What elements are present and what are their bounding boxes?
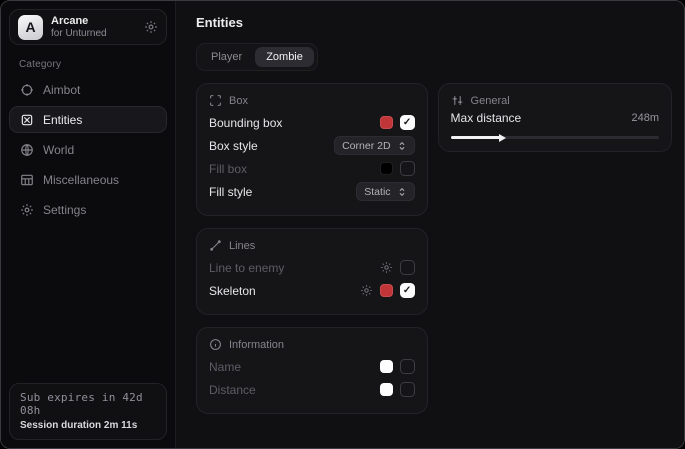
distance-checkbox[interactable] (399, 382, 415, 397)
name-checkbox[interactable] (399, 359, 415, 374)
gear-icon (20, 203, 34, 217)
sliders-icon (451, 94, 464, 107)
bounding-box-checkbox[interactable] (399, 115, 415, 130)
card-title: Lines (229, 239, 256, 252)
grid-icon (20, 173, 34, 187)
setting-row-line-to-enemy: Line to enemy (209, 256, 415, 279)
color-swatch[interactable] (379, 116, 393, 129)
sidebar-item-label: World (43, 142, 75, 157)
sidebar-item-world[interactable]: World (9, 136, 167, 163)
card-title: General (470, 94, 510, 107)
entities-icon (20, 113, 34, 127)
setting-row-fill-box: Fill box (209, 157, 415, 180)
setting-row-bounding-box: Bounding box (209, 111, 415, 134)
crosshair-icon (20, 83, 34, 97)
tab-player[interactable]: Player (200, 47, 253, 67)
gear-icon[interactable] (360, 284, 373, 297)
setting-row-fill-style: Fill style Static (209, 180, 415, 203)
setting-row-skeleton: Skeleton (209, 279, 415, 302)
globe-icon (20, 143, 34, 157)
app-logo: A (18, 14, 43, 40)
lines-card: Lines Line to enemy Skeleton (196, 228, 428, 315)
account-gear-button[interactable] (144, 20, 158, 34)
sidebar: A Arcane for Unturned Category Aimbot (1, 1, 176, 448)
setting-row-name: Name (209, 355, 415, 378)
max-distance-label: Max distance (450, 111, 522, 125)
gear-icon (144, 20, 158, 34)
setting-row-box-style: Box style Corner 2D (209, 134, 415, 157)
fill-style-select[interactable]: Static (356, 182, 415, 201)
box-card: Box Bounding box Box style Cor (196, 83, 428, 216)
sidebar-item-miscellaneous[interactable]: Miscellaneous (9, 166, 167, 193)
max-distance-value: 248m (631, 112, 659, 124)
slider-fill (450, 136, 501, 139)
skeleton-checkbox[interactable] (399, 283, 415, 298)
scan-box-icon (209, 94, 222, 107)
card-title: Box (229, 94, 248, 107)
max-distance-slider[interactable] (450, 133, 659, 142)
card-title: Information (229, 338, 285, 351)
line-to-enemy-checkbox[interactable] (399, 260, 415, 275)
sidebar-item-settings[interactable]: Settings (9, 196, 167, 223)
subscription-status-card: Sub expires in 42d 08h Session duration … (9, 383, 167, 440)
session-duration-text: Session duration 2m 11s (20, 420, 138, 431)
sidebar-item-aimbot[interactable]: Aimbot (9, 76, 167, 103)
color-swatch[interactable] (379, 162, 393, 175)
color-swatch[interactable] (379, 360, 393, 373)
sidebar-item-label: Miscellaneous (43, 172, 120, 187)
sidebar-nav: Aimbot Entities World Miscellaneous (9, 76, 167, 223)
sidebar-item-label: Aimbot (43, 82, 81, 97)
sub-expires-text: Sub expires in 42d 08h (20, 391, 143, 417)
slider-thumb[interactable] (498, 133, 506, 142)
entity-tabs: Player Zombie (196, 43, 318, 71)
sidebar-item-entities[interactable]: Entities (9, 106, 167, 133)
gear-icon[interactable] (380, 261, 393, 274)
app-title: Arcane (51, 14, 89, 27)
account-card: A Arcane for Unturned (9, 9, 167, 45)
app-subtitle: for Unturned (51, 27, 107, 39)
sidebar-item-label: Settings (43, 202, 87, 217)
color-swatch[interactable] (379, 284, 393, 297)
general-card: General Max distance 248m (437, 83, 672, 152)
chevrons-up-down-icon (397, 141, 407, 151)
chevrons-up-down-icon (397, 187, 407, 197)
fill-box-checkbox[interactable] (399, 161, 415, 176)
page-title: Entities (196, 15, 243, 30)
sidebar-item-label: Entities (43, 112, 83, 127)
category-label: Category (19, 59, 62, 70)
setting-row-distance: Distance (209, 378, 415, 401)
box-style-select[interactable]: Corner 2D (334, 136, 415, 155)
info-icon (209, 338, 222, 351)
main-panel: Entities Player Zombie Box Bounding box (176, 1, 684, 448)
line-icon (209, 239, 222, 252)
color-swatch[interactable] (379, 383, 393, 396)
information-card: Information Name Distance (196, 327, 428, 414)
tab-zombie[interactable]: Zombie (255, 47, 314, 67)
